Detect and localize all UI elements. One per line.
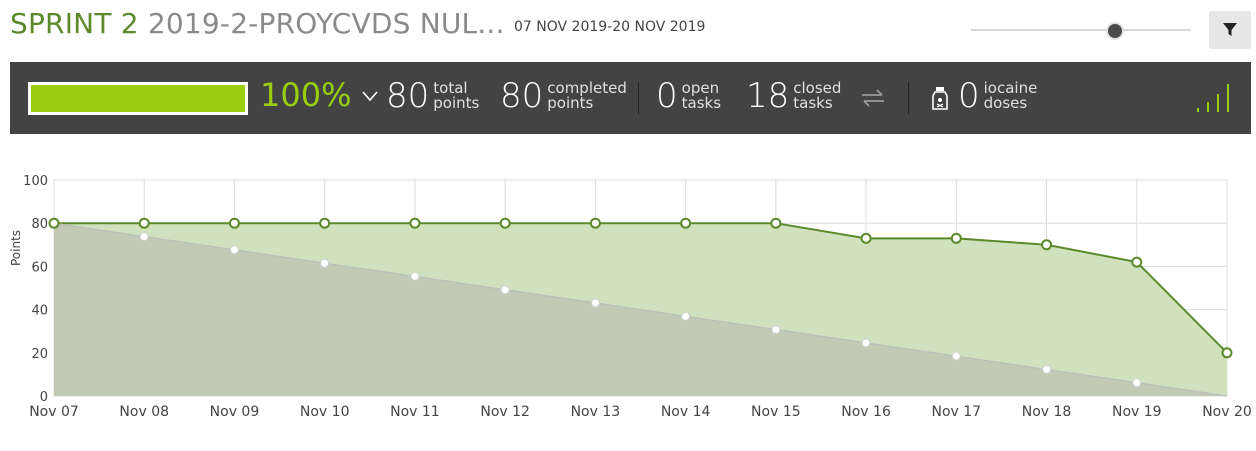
open-tasks-label-line2: tasks	[681, 94, 722, 112]
x-tick-label: Nov 16	[841, 404, 891, 420]
real-burndown-point	[589, 217, 601, 229]
iocaine-doses-label-line1: iocaine	[983, 79, 1038, 97]
progress-bar	[28, 82, 248, 115]
open-tasks-value: 0	[656, 76, 678, 116]
x-tick-label: Nov 17	[932, 404, 982, 420]
stat-open-tasks: 0 open tasks	[656, 74, 721, 118]
zoom-slider-track[interactable]	[971, 29, 1191, 31]
real-burndown-point	[409, 217, 421, 229]
closed-tasks-value: 18	[746, 76, 790, 116]
real-burndown-point	[860, 232, 872, 244]
y-axis-ticks: 0 20 40 60 80 100	[23, 174, 48, 405]
ideal-burndown-point	[410, 271, 420, 281]
real-burndown-line	[54, 222, 1228, 354]
ideal-burndown-point	[951, 351, 961, 361]
y-tick-label: 0	[40, 390, 48, 405]
stats-divider	[638, 82, 639, 114]
real-burndown-point	[319, 217, 331, 229]
filter-button[interactable]	[1209, 11, 1251, 49]
ideal-burndown-point	[139, 232, 149, 242]
sprint-stats-bar: 100% 80 total points 80 completed points…	[10, 62, 1251, 134]
y-tick-label: 80	[31, 217, 48, 232]
total-points-label-line1: total	[433, 79, 468, 97]
closed-tasks-label: closed tasks	[793, 81, 841, 111]
stat-iocaine-doses: 0 iocaine doses	[958, 74, 1037, 118]
chevron-down-icon[interactable]	[362, 90, 378, 102]
real-burndown-point	[1131, 256, 1143, 268]
y-axis-label: Points	[9, 230, 23, 266]
completed-points-label: completed points	[547, 81, 627, 111]
ideal-burndown-line	[53, 222, 1228, 397]
iocaine-bottle-icon	[932, 87, 948, 110]
closed-tasks-label-line2: tasks	[793, 94, 833, 112]
stat-total-points: 80 total points	[386, 74, 479, 118]
filter-icon	[1223, 23, 1237, 36]
real-burndown-point	[950, 232, 962, 244]
y-tick-label: 20	[31, 347, 48, 362]
total-points-label: total points	[433, 81, 479, 111]
page-title: SPRINT 2 2019-2-PROYCVDS NUL...	[10, 6, 505, 42]
y-tick-label: 60	[31, 260, 48, 275]
y-tick-label: 100	[23, 174, 48, 189]
progress-bar-fill	[31, 85, 245, 112]
x-tick-label: Nov 15	[751, 404, 801, 420]
real-burndown-point	[499, 217, 511, 229]
open-tasks-label-line1: open	[681, 79, 720, 97]
completed-points-label-line2: points	[547, 94, 594, 112]
ideal-burndown-point	[1132, 378, 1142, 388]
x-tick-label: Nov 10	[300, 404, 350, 420]
stat-completed-points: 80 completed points	[500, 74, 627, 118]
open-tasks-label: open tasks	[682, 81, 721, 111]
stats-divider	[908, 82, 909, 114]
x-tick-label: Nov 09	[210, 404, 260, 420]
chart-lines	[53, 222, 1228, 397]
swap-arrows-icon[interactable]	[860, 88, 886, 108]
x-tick-label: Nov 20	[1202, 404, 1252, 420]
iocaine-doses-label-line2: doses	[983, 94, 1028, 112]
sprint-dates: 07 NOV 2019-20 NOV 2019	[514, 19, 706, 35]
real-burndown-point	[770, 217, 782, 229]
ideal-burndown-point	[590, 298, 600, 308]
iocaine-doses-value: 0	[958, 76, 980, 116]
chart-points	[48, 217, 1233, 388]
real-burndown-point	[48, 217, 60, 229]
x-tick-label: Nov 11	[390, 404, 440, 420]
stat-closed-tasks: 18 closed tasks	[746, 74, 841, 118]
x-axis-ticks: Nov 07 Nov 08 Nov 09 Nov 10 Nov 11 Nov 12 Nov …	[29, 404, 1252, 420]
sprint-header: SPRINT 2 2019-2-PROYCVDS NUL... 07 NOV 2…	[0, 0, 1256, 60]
x-tick-label: Nov 14	[661, 404, 711, 420]
real-burndown-point	[138, 217, 150, 229]
completed-points-value: 80	[500, 76, 544, 116]
ideal-burndown-point	[1042, 364, 1052, 374]
sprint-name: SPRINT 2	[10, 7, 139, 40]
real-burndown-point	[228, 217, 240, 229]
iocaine-doses-label: iocaine doses	[984, 81, 1038, 111]
completed-points-label-line1: completed	[547, 79, 627, 97]
x-tick-label: Nov 08	[119, 404, 169, 420]
ideal-burndown-point	[771, 324, 781, 334]
zoom-slider-handle[interactable]	[1106, 22, 1124, 40]
y-tick-label: 40	[31, 304, 48, 319]
closed-tasks-label-line1: closed	[793, 79, 842, 97]
x-tick-label: Nov 19	[1112, 404, 1162, 420]
real-burndown-point	[1221, 347, 1233, 359]
project-name[interactable]: 2019-2-PROYCVDS NUL...	[147, 7, 505, 40]
ideal-burndown-point	[500, 285, 510, 295]
graph-toggle-icon[interactable]	[1196, 82, 1236, 114]
x-tick-label: Nov 18	[1022, 404, 1072, 420]
real-burndown-point	[680, 217, 692, 229]
real-burndown-point	[1041, 239, 1053, 251]
x-tick-label: Nov 12	[480, 404, 530, 420]
ideal-burndown-point	[861, 338, 871, 348]
x-tick-label: Nov 07	[29, 404, 79, 420]
ideal-burndown-point	[320, 258, 330, 268]
ideal-burndown-point	[681, 311, 691, 321]
ideal-burndown-point	[229, 245, 239, 255]
progress-percent: 100%	[260, 76, 352, 114]
total-points-value: 80	[386, 76, 430, 116]
total-points-label-line2: points	[433, 94, 480, 112]
x-tick-label: Nov 13	[571, 404, 621, 420]
